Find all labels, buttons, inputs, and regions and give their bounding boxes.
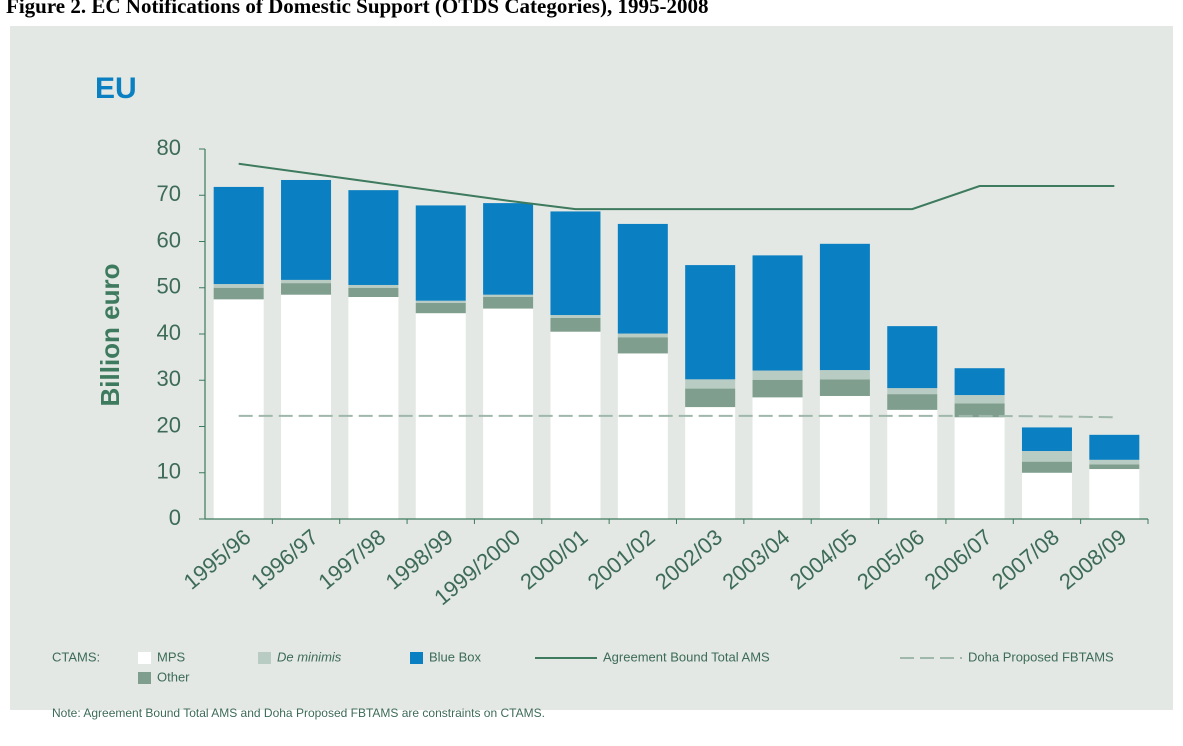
bar-segment xyxy=(1089,464,1140,470)
bar-segment xyxy=(887,326,938,389)
legend-label: Agreement Bound Total AMS xyxy=(603,649,770,664)
bar-segment xyxy=(1089,469,1140,519)
bar-segment xyxy=(954,395,1005,404)
bar-segment xyxy=(213,284,264,288)
bar-segment xyxy=(281,179,332,280)
bar-segment xyxy=(819,395,870,519)
legend-label: MPS xyxy=(157,649,186,664)
bar-segment xyxy=(348,284,399,288)
y-tick-label: 0 xyxy=(169,505,181,530)
bar-segment xyxy=(483,203,534,295)
bar-segment xyxy=(348,190,399,285)
y-axis-label: Billion euro xyxy=(95,264,125,407)
bar-segment xyxy=(281,279,332,284)
bar-segment xyxy=(348,297,399,519)
bar-segment xyxy=(213,287,264,300)
bar-segment xyxy=(348,287,399,297)
bar-segment xyxy=(887,409,938,519)
legend-label: Other xyxy=(157,669,190,684)
bar-segment xyxy=(819,243,870,371)
bar-segment xyxy=(1089,434,1140,460)
y-tick-label: 50 xyxy=(157,274,181,299)
legend-swatch xyxy=(410,652,423,664)
bar-segment xyxy=(1021,427,1072,452)
series-line xyxy=(238,162,1115,211)
legend-swatch xyxy=(138,652,151,664)
bar-segment xyxy=(281,283,332,295)
bar-segment xyxy=(1021,451,1072,462)
bar-segment xyxy=(415,205,466,301)
bar-segment xyxy=(752,397,803,519)
bar-segment xyxy=(1021,472,1072,519)
bar-segment xyxy=(617,353,668,519)
bar-segment xyxy=(954,417,1005,519)
bar-segment xyxy=(617,333,668,338)
bar-segment xyxy=(550,317,601,332)
bar-segment xyxy=(550,211,601,316)
legend-swatch xyxy=(258,652,271,664)
y-tick-label: 20 xyxy=(157,412,181,437)
bar-segment xyxy=(483,297,534,309)
bar-segment xyxy=(685,265,736,380)
y-tick-label: 60 xyxy=(157,227,181,252)
bar-segment xyxy=(483,294,534,297)
bar-segment xyxy=(617,337,668,354)
panel-heading: EU xyxy=(95,72,137,105)
y-tick-label: 80 xyxy=(157,135,181,160)
y-tick-label: 40 xyxy=(157,320,181,345)
legend-label: De minimis xyxy=(277,649,342,664)
bar-segment xyxy=(954,403,1005,418)
bar-segment xyxy=(550,315,601,318)
chart-title: Figure 2. EC Notifications of Domestic S… xyxy=(6,0,708,18)
bar-segment xyxy=(752,255,803,371)
bar-segment xyxy=(819,370,870,380)
legend-title: CTAMS: xyxy=(52,649,100,664)
bar-segment xyxy=(617,223,668,334)
legend-label: Doha Proposed FBTAMS xyxy=(968,649,1114,664)
bar-segment xyxy=(415,300,466,304)
bar-segment xyxy=(1021,461,1072,473)
note: Note: Agreement Bound Total AMS and Doha… xyxy=(52,706,545,720)
bar-segment xyxy=(415,303,466,314)
legend-swatch xyxy=(138,672,151,684)
y-tick-label: 30 xyxy=(157,366,181,391)
bar-segment xyxy=(752,370,803,380)
bar-segment xyxy=(281,294,332,519)
bar-segment xyxy=(685,388,736,408)
bar-segment xyxy=(483,308,534,519)
bar-segment xyxy=(213,299,264,519)
y-tick-label: 10 xyxy=(157,459,181,484)
bar-segment xyxy=(954,368,1005,396)
y-tick-label: 70 xyxy=(157,181,181,206)
bar-segment xyxy=(213,186,264,285)
bar-segment xyxy=(685,407,736,519)
bar-segment xyxy=(887,394,938,410)
series-line xyxy=(238,414,1115,419)
bar-segment xyxy=(752,379,803,398)
legend-label: Blue Box xyxy=(429,649,482,664)
bar-segment xyxy=(685,379,736,389)
bar-segment xyxy=(887,388,938,395)
bar-segment xyxy=(819,379,870,396)
bar-segment xyxy=(1089,459,1140,465)
bar-segment xyxy=(550,331,601,519)
